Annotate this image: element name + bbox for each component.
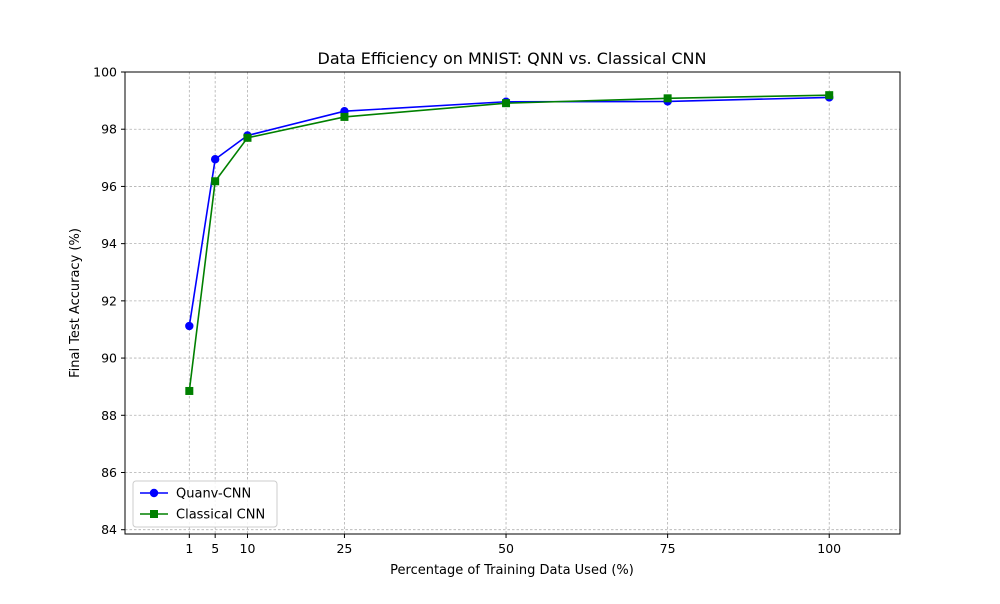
data-point-series-2 <box>243 133 252 142</box>
tick-layer: 1 5 10 25 50 75 100 84 86 88 90 92 94 96 98 100 <box>93 65 841 557</box>
x-tick-label: 75 <box>660 541 676 556</box>
legend-label: Quanv-CNN <box>176 487 251 502</box>
x-tick-label: 1 <box>185 541 193 556</box>
y-tick-label: 88 <box>101 408 117 423</box>
x-tick-label: 100 <box>817 541 841 556</box>
legend-marker <box>149 488 159 498</box>
x-axis-label: Percentage of Training Data Used (%) <box>390 563 634 578</box>
y-tick-label: 86 <box>101 465 117 480</box>
chart-title: Data Efficiency on MNIST: QNN vs. Classi… <box>318 49 707 68</box>
data-point-series-2 <box>340 112 349 121</box>
y-axis-label: Final Test Accuracy (%) <box>68 228 83 378</box>
x-tick-label: 50 <box>498 541 514 556</box>
y-tick-label: 100 <box>93 65 117 80</box>
data-point-series-1 <box>185 321 194 331</box>
y-tick-label: 94 <box>101 236 117 251</box>
legend-box <box>132 480 278 528</box>
data-point-series-1 <box>210 155 220 164</box>
data-point-series-2 <box>502 99 511 108</box>
x-tick-label: 5 <box>211 541 219 556</box>
y-tick-label: 98 <box>101 122 117 137</box>
grid-layer <box>125 71 900 534</box>
x-tick-label: 25 <box>336 541 352 556</box>
series-layer <box>185 91 834 395</box>
x-tick-label: 10 <box>240 541 256 556</box>
plot-frame <box>124 71 901 535</box>
legend: Quanv-CNN Classical CNN <box>132 480 278 528</box>
y-tick-label: 90 <box>101 351 117 366</box>
data-point-series-2 <box>825 91 834 100</box>
data-point-series-2 <box>211 177 220 186</box>
legend-label: Classical CNN <box>176 508 265 523</box>
data-point-series-2 <box>185 386 194 395</box>
data-point-series-2 <box>663 94 672 103</box>
legend-marker <box>150 510 158 518</box>
y-tick-label: 84 <box>101 522 117 537</box>
y-tick-label: 92 <box>101 293 117 308</box>
y-tick-label: 96 <box>101 179 117 194</box>
